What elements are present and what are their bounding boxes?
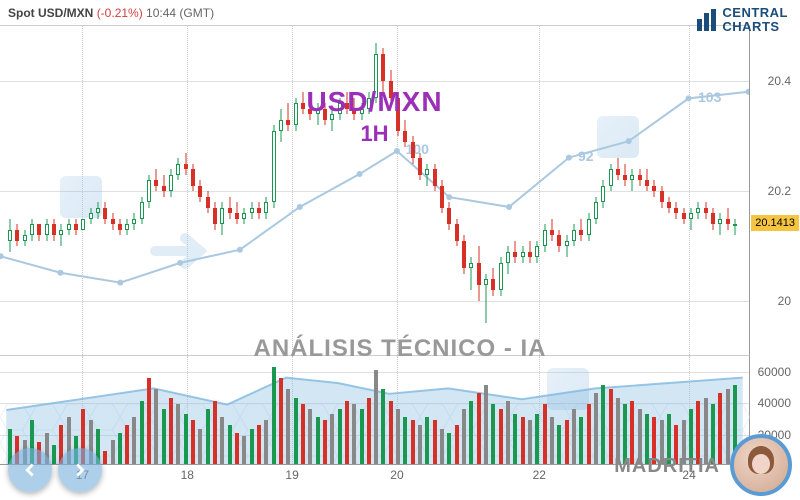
nav-next-button[interactable] [58, 448, 102, 492]
analysis-title: ANÁLISIS TÉCNICO - IA [253, 335, 546, 363]
brand-name: MADRITIA [614, 455, 720, 478]
chart-timeframe: 1H [360, 121, 388, 147]
timezone: (GMT) [179, 6, 214, 20]
nav-prev-button[interactable] [8, 448, 52, 492]
price-change: (-0.21%) [97, 6, 143, 20]
price-chart[interactable]: USD/MXN 1H 10092103 [0, 25, 750, 355]
analyst-avatar[interactable] [730, 434, 792, 496]
ticker-symbol: Spot USD/MXN [8, 6, 93, 20]
logo-bars-icon [697, 9, 716, 31]
chart-header: Spot USD/MXN (-0.21%) 10:44 (GMT) [8, 6, 214, 20]
volume-chart[interactable]: 200004000060000 171819202224 [0, 355, 750, 465]
current-price-tag: 20.1413 [751, 215, 799, 231]
chart-pair-title: USD/MXN [306, 86, 442, 118]
timestamp: 10:44 [146, 6, 176, 20]
central-charts-logo: CENTRAL CHARTS [697, 6, 788, 35]
